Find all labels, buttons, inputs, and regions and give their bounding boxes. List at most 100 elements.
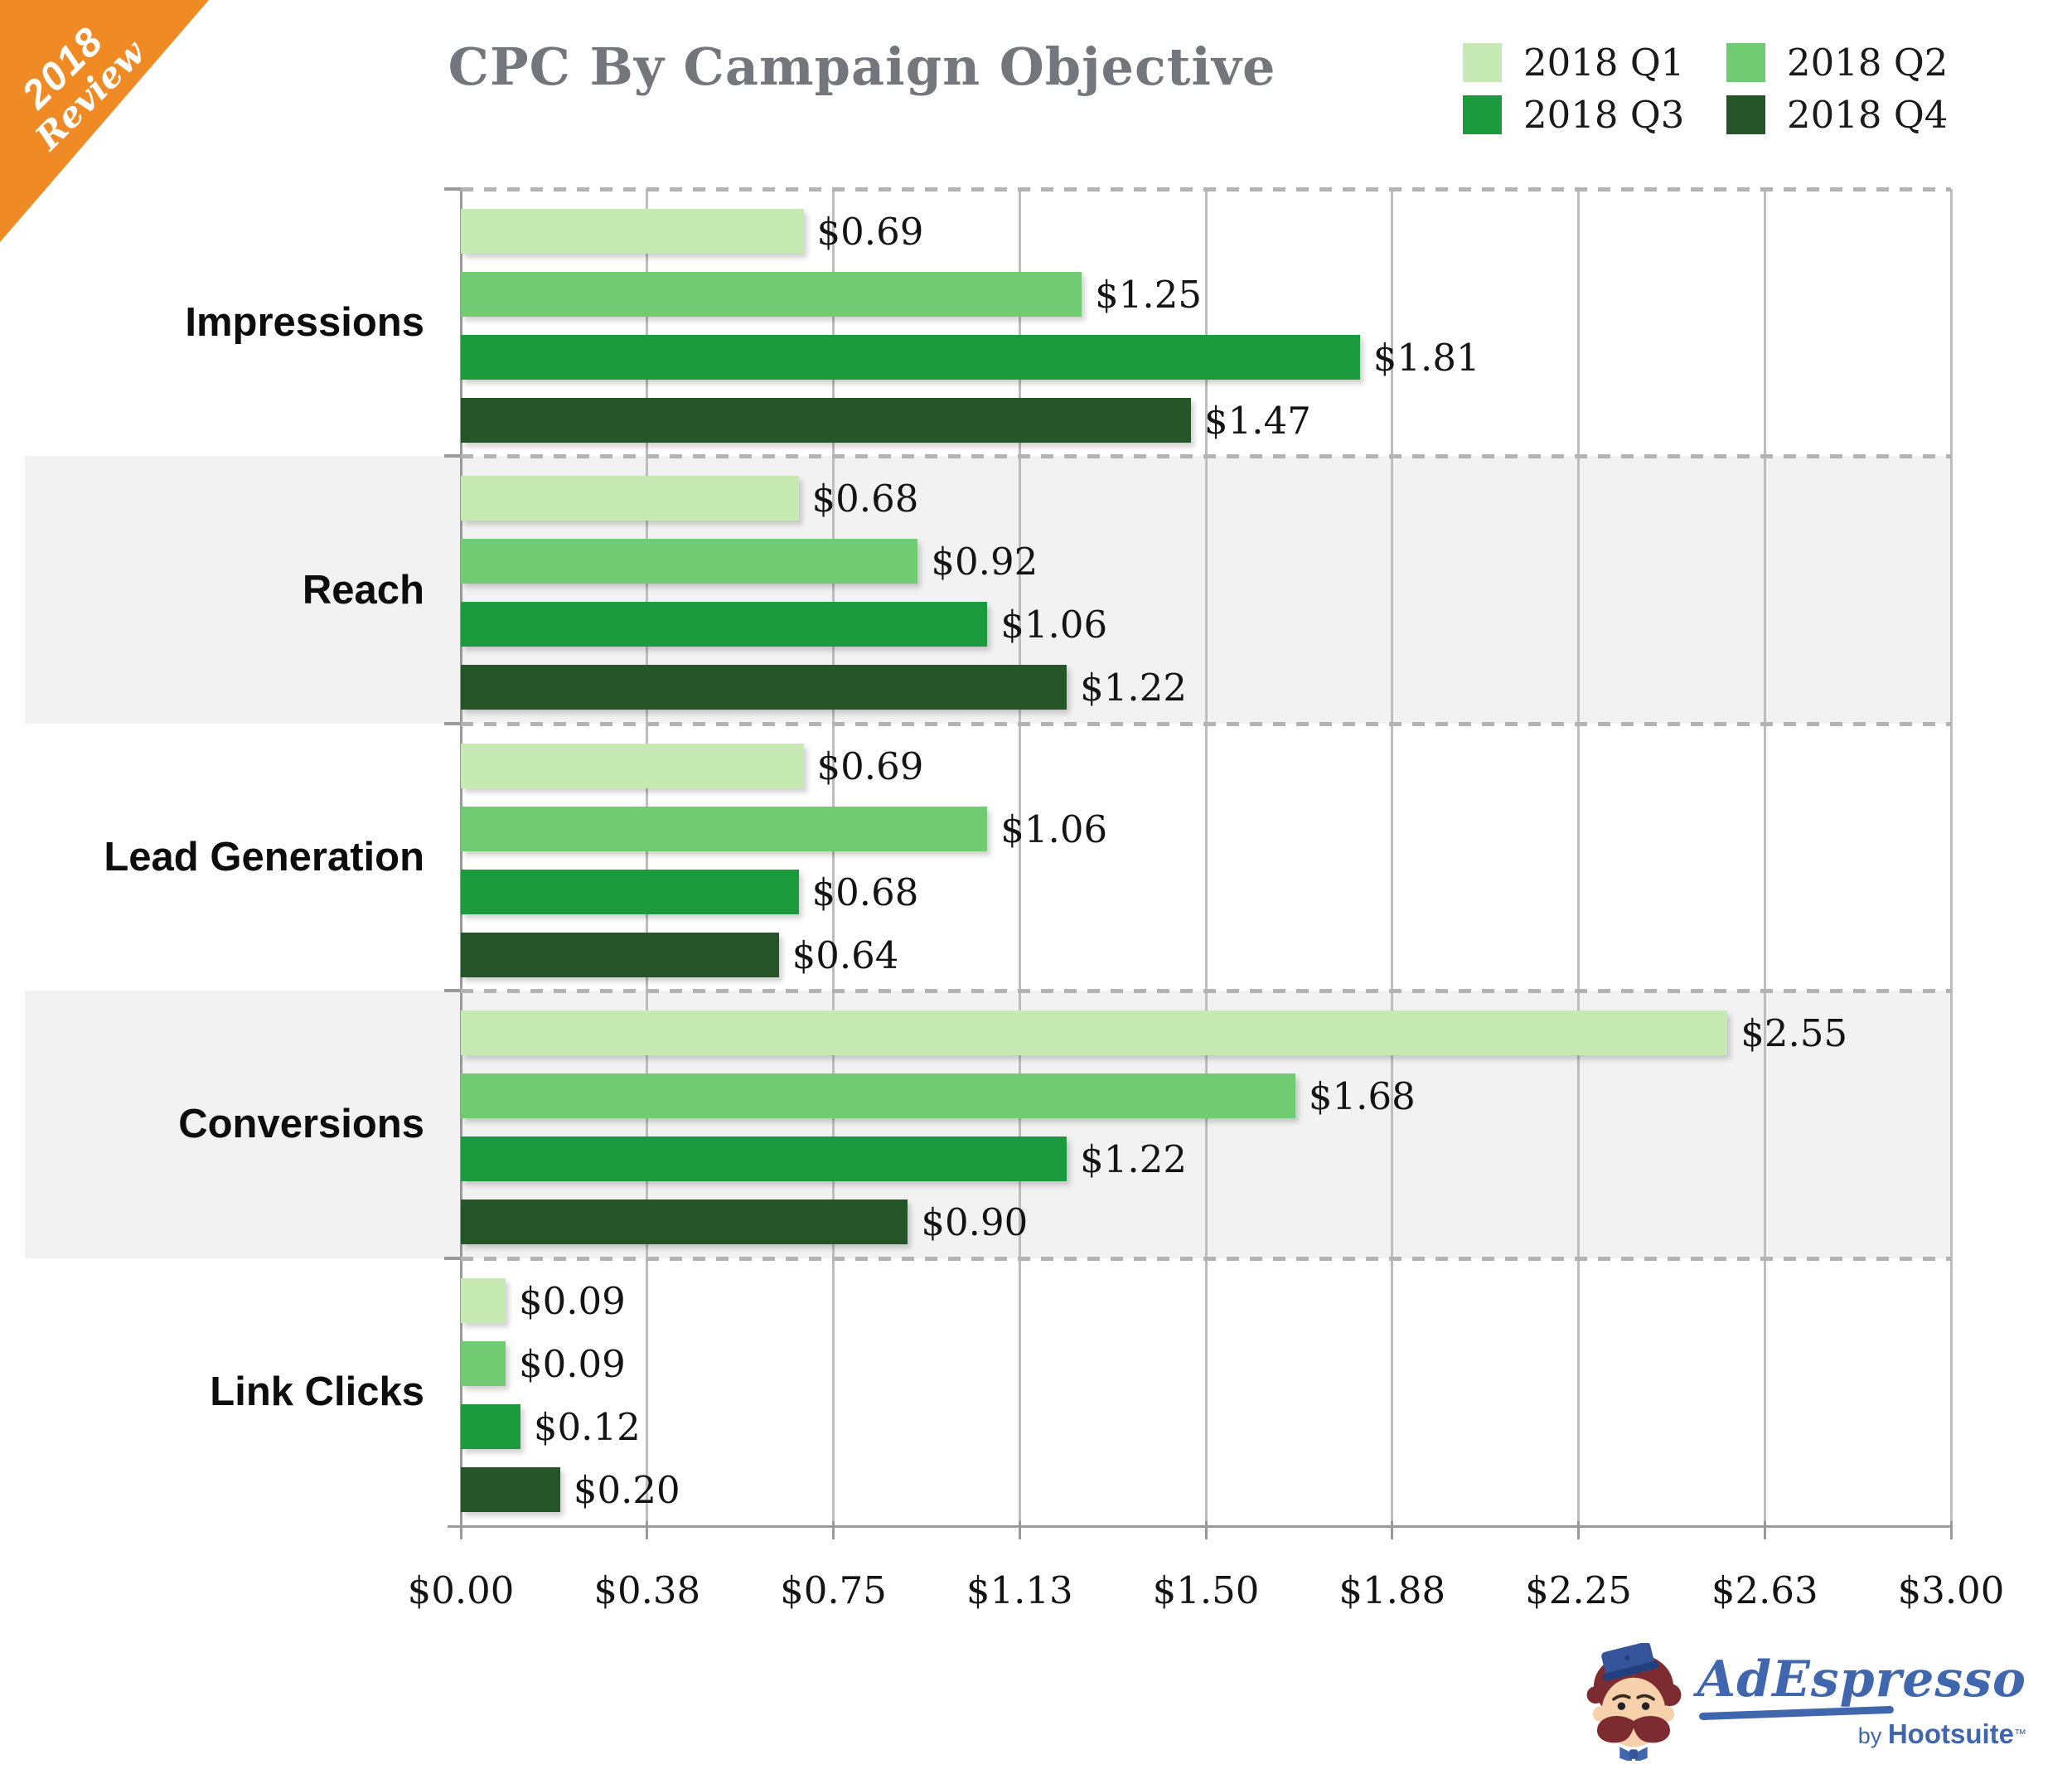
gridline — [1577, 189, 1580, 1525]
bar — [461, 539, 918, 584]
legend: 2018 Q1 2018 Q2 2018 Q3 2018 Q4 — [1463, 43, 1948, 134]
bar-value-label: $2.55 — [1740, 1011, 1848, 1056]
bar-value-label: $1.68 — [1308, 1074, 1416, 1119]
x-axis-tick-label: $2.25 — [1525, 1568, 1632, 1612]
x-axis-tick-label: $1.13 — [966, 1568, 1073, 1612]
x-axis-line — [448, 1525, 1951, 1528]
x-axis-tick — [646, 1521, 649, 1539]
gridline — [646, 189, 649, 1525]
group-separator-dotted-line — [461, 721, 1951, 726]
adespresso-wordmark: AdEspresso — [1697, 1650, 2026, 1708]
gridline — [1204, 189, 1208, 1525]
byline-hootsuite: Hootsuite — [1887, 1718, 2014, 1749]
x-axis-tick-label: $0.75 — [780, 1568, 887, 1612]
legend-label: 2018 Q2 — [1787, 41, 1949, 85]
x-axis-tick — [832, 1521, 835, 1539]
category-label: Reach — [302, 567, 424, 613]
y-axis-tick — [444, 454, 461, 458]
bar-value-label: $0.90 — [921, 1200, 1029, 1245]
legend-label: 2018 Q1 — [1523, 41, 1685, 85]
category-label: Impressions — [185, 300, 424, 346]
chart-title: CPC By Campaign Objective — [448, 36, 1276, 97]
legend-swatch-icon — [1726, 43, 1765, 82]
adespresso-mascot-icon — [1586, 1643, 1682, 1761]
bar — [461, 806, 988, 851]
bar — [461, 1011, 1728, 1056]
bar — [461, 932, 779, 977]
bar — [461, 335, 1360, 380]
adespresso-wordmark-block: AdEspresso by Hootsuite™ — [1697, 1655, 2026, 1750]
bar-value-label: $1.47 — [1204, 399, 1311, 443]
category-label: Lead Generation — [104, 834, 424, 880]
bar-value-label: $1.22 — [1080, 1137, 1187, 1182]
group-separator-dotted-line — [461, 989, 1951, 994]
y-axis-tick — [444, 187, 461, 191]
hootsuite-byline: by Hootsuite™ — [1697, 1718, 2026, 1750]
bar — [461, 1074, 1295, 1119]
x-axis-tick — [1018, 1521, 1021, 1539]
bar-value-label: $1.81 — [1372, 336, 1480, 380]
byline-by: by — [1857, 1723, 1888, 1748]
bar-value-label: $0.09 — [518, 1341, 626, 1386]
x-axis-tick-label: $3.00 — [1897, 1568, 2005, 1612]
category-label: Conversions — [178, 1102, 424, 1147]
x-axis-tick-label: $1.88 — [1339, 1568, 1446, 1612]
gridline — [1763, 189, 1766, 1525]
y-axis-tick — [444, 989, 461, 993]
bar-value-label: $0.69 — [816, 744, 924, 788]
bar-value-label: $0.68 — [811, 477, 919, 521]
legend-swatch-icon — [1463, 43, 1502, 82]
bar — [461, 476, 799, 521]
x-axis-tick — [1204, 1521, 1208, 1539]
bar — [461, 398, 1192, 443]
bar-value-label: $0.09 — [518, 1278, 626, 1323]
legend-item: 2018 Q4 — [1726, 95, 1948, 134]
adespresso-logo: AdEspresso by Hootsuite™ — [1581, 1643, 2026, 1761]
gridline — [459, 189, 462, 1525]
byline-tm: ™ — [2014, 1727, 2026, 1742]
bar — [461, 743, 804, 788]
bar-value-label: $1.06 — [1000, 603, 1108, 647]
bar — [461, 665, 1067, 710]
bar — [461, 1403, 520, 1449]
x-axis-tick — [1763, 1521, 1766, 1539]
bar — [461, 1277, 506, 1323]
bar — [461, 1200, 908, 1245]
bar-value-label: $0.12 — [533, 1404, 641, 1449]
bar — [461, 272, 1082, 317]
bar — [461, 869, 799, 914]
x-axis-tick — [1391, 1521, 1394, 1539]
gridline — [1949, 189, 1953, 1525]
legend-label: 2018 Q4 — [1787, 93, 1949, 137]
bar-value-label: $1.25 — [1095, 273, 1202, 317]
gridline — [1018, 189, 1021, 1525]
bar — [461, 1340, 506, 1386]
legend-item: 2018 Q3 — [1463, 95, 1726, 134]
legend-item: 2018 Q2 — [1726, 43, 1948, 82]
legend-label: 2018 Q3 — [1523, 93, 1685, 137]
gridline — [832, 189, 835, 1525]
legend-swatch-icon — [1726, 95, 1765, 134]
x-axis-tick-label: $0.38 — [593, 1568, 701, 1612]
group-separator-dotted-line — [461, 1256, 1951, 1261]
bar-value-label: $0.92 — [931, 540, 1038, 584]
x-axis-tick-label: $2.63 — [1711, 1568, 1818, 1612]
x-axis-tick-label: $1.50 — [1152, 1568, 1260, 1612]
bar-value-label: $0.68 — [811, 870, 919, 914]
bar-value-label: $1.22 — [1080, 666, 1187, 710]
y-axis-tick — [444, 721, 461, 725]
category-label: Link Clicks — [210, 1369, 424, 1414]
x-axis-tick — [1949, 1521, 1953, 1539]
group-separator-dotted-line — [461, 454, 1951, 459]
bar-value-label: $0.69 — [816, 210, 924, 254]
x-axis-tick-label: $0.00 — [407, 1568, 515, 1612]
gridline — [1391, 189, 1394, 1525]
bar-value-label: $0.20 — [573, 1467, 680, 1512]
bar-value-label: $0.64 — [792, 933, 899, 977]
group-separator-dotted-line — [461, 187, 1951, 191]
y-axis-tick — [444, 1256, 461, 1260]
bar-value-label: $1.06 — [1000, 807, 1108, 851]
legend-item: 2018 Q1 — [1463, 43, 1726, 82]
